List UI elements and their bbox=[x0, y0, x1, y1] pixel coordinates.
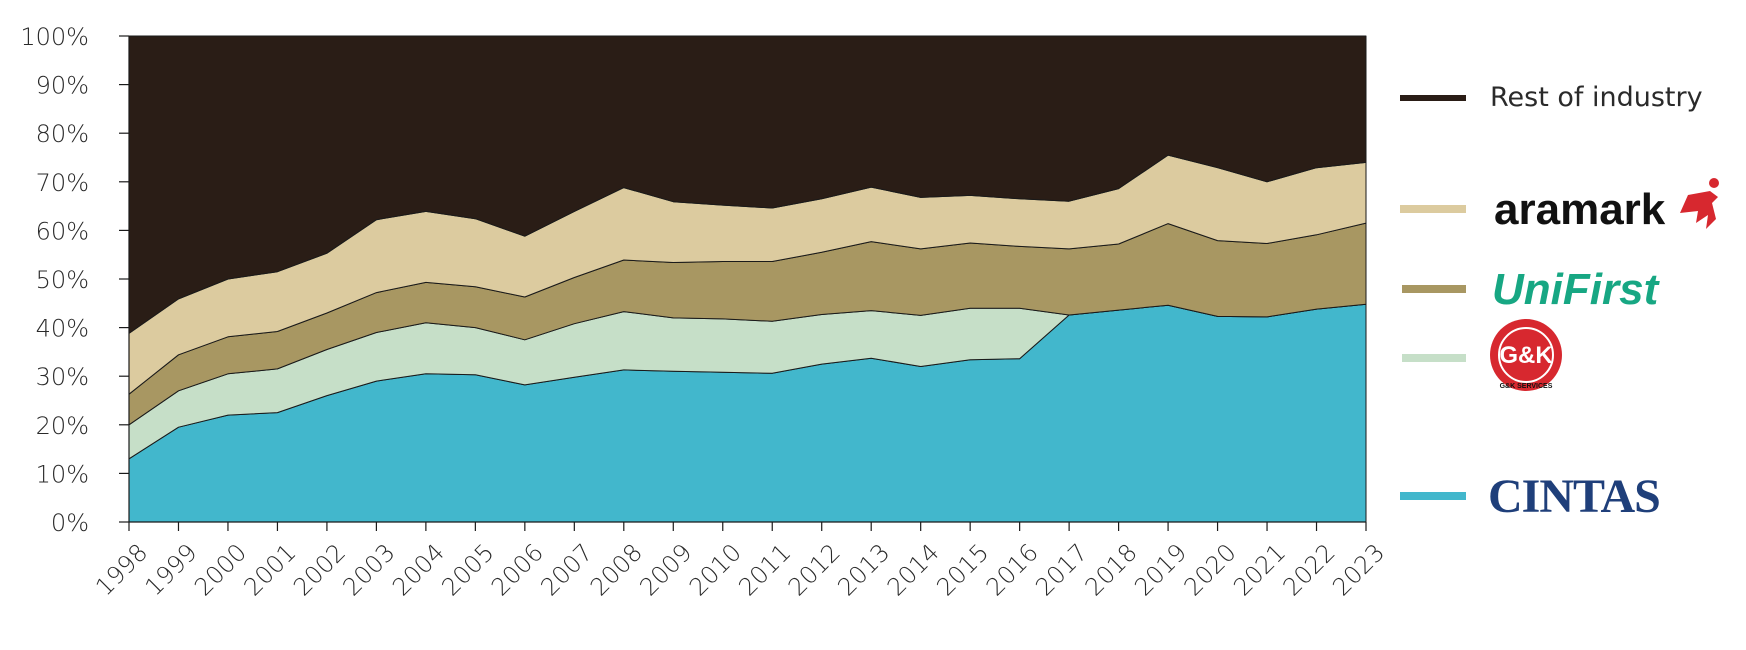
y-tick-label: 10% bbox=[36, 460, 89, 488]
legend-item-gk-services: G&K G&K SERVICES bbox=[1402, 319, 1562, 391]
y-axis: 0% 10% 20% 30% 40% 50% 60% 70% 80% 90% 100% bbox=[20, 23, 130, 537]
y-tick-label: 0% bbox=[51, 509, 89, 537]
y-tick-label: 40% bbox=[36, 315, 89, 343]
aramark-star-icon bbox=[1680, 178, 1719, 229]
legend: Rest of industry aramark UniFirst G&K G& bbox=[1400, 82, 1719, 523]
gk-logo-text: G&K bbox=[1499, 342, 1553, 369]
x-tick-label: 2003 bbox=[338, 538, 401, 601]
cintas-logo-text: CINTAS bbox=[1488, 470, 1660, 523]
x-tick-label: 2023 bbox=[1327, 538, 1390, 601]
x-tick-label: 2006 bbox=[486, 538, 549, 601]
x-tick-label: 2022 bbox=[1278, 538, 1341, 601]
legend-item-cintas: CINTAS bbox=[1400, 470, 1661, 523]
x-tick-label: 2010 bbox=[684, 538, 747, 601]
legend-item-aramark: aramark bbox=[1400, 178, 1719, 234]
aramark-logo: aramark bbox=[1494, 178, 1719, 234]
x-tick-label: 2017 bbox=[1030, 538, 1093, 601]
x-axis: 1998199920002001200220032004200520062007… bbox=[90, 521, 1390, 601]
x-tick-label: 2013 bbox=[832, 538, 895, 601]
x-tick-label: 2015 bbox=[931, 538, 994, 601]
x-tick-label: 2020 bbox=[1179, 538, 1242, 601]
x-tick-label: 2014 bbox=[882, 538, 945, 601]
x-tick-label: 2005 bbox=[436, 538, 499, 601]
x-tick-label: 2011 bbox=[733, 538, 796, 601]
legend-item-rest-of-industry: Rest of industry bbox=[1400, 82, 1703, 113]
x-tick-label: 2021 bbox=[1228, 538, 1291, 601]
x-tick-label: 2016 bbox=[981, 538, 1044, 601]
x-tick-label: 1999 bbox=[140, 538, 203, 601]
x-tick-label: 2019 bbox=[1129, 538, 1192, 601]
x-tick-label: 2008 bbox=[585, 538, 648, 601]
x-tick-label: 2002 bbox=[288, 538, 351, 601]
unifirst-logo-text: UniFirst bbox=[1492, 265, 1661, 314]
y-tick-label: 20% bbox=[36, 412, 89, 440]
gk-logo-circle bbox=[1490, 319, 1562, 391]
x-tick-label: 2009 bbox=[634, 538, 697, 601]
y-tick-label: 90% bbox=[36, 72, 89, 100]
x-tick-label: 2001 bbox=[239, 538, 302, 601]
gk-logo-subtext: G&K SERVICES bbox=[1500, 383, 1553, 390]
legend-label-rest-of-industry: Rest of industry bbox=[1490, 82, 1703, 113]
aramark-logo-text: aramark bbox=[1494, 185, 1666, 234]
x-tick-label: 1998 bbox=[90, 538, 153, 601]
y-tick-label: 30% bbox=[36, 363, 89, 391]
y-tick-label: 50% bbox=[36, 266, 89, 294]
y-tick-label: 80% bbox=[36, 120, 89, 148]
y-tick-label: 60% bbox=[36, 217, 89, 245]
x-tick-label: 2012 bbox=[783, 538, 846, 601]
x-tick-label: 2018 bbox=[1080, 538, 1143, 601]
x-tick-label: 2000 bbox=[189, 538, 252, 601]
area-series-group bbox=[128, 35, 1367, 523]
gk-services-logo: G&K G&K SERVICES bbox=[1490, 319, 1562, 391]
area-rest bbox=[128, 35, 1367, 334]
x-tick-label: 2004 bbox=[387, 538, 450, 601]
y-tick-label: 100% bbox=[20, 23, 89, 51]
x-tick-label: 2007 bbox=[535, 538, 598, 601]
y-tick-label: 70% bbox=[36, 169, 89, 197]
legend-item-unifirst: UniFirst bbox=[1402, 265, 1661, 314]
